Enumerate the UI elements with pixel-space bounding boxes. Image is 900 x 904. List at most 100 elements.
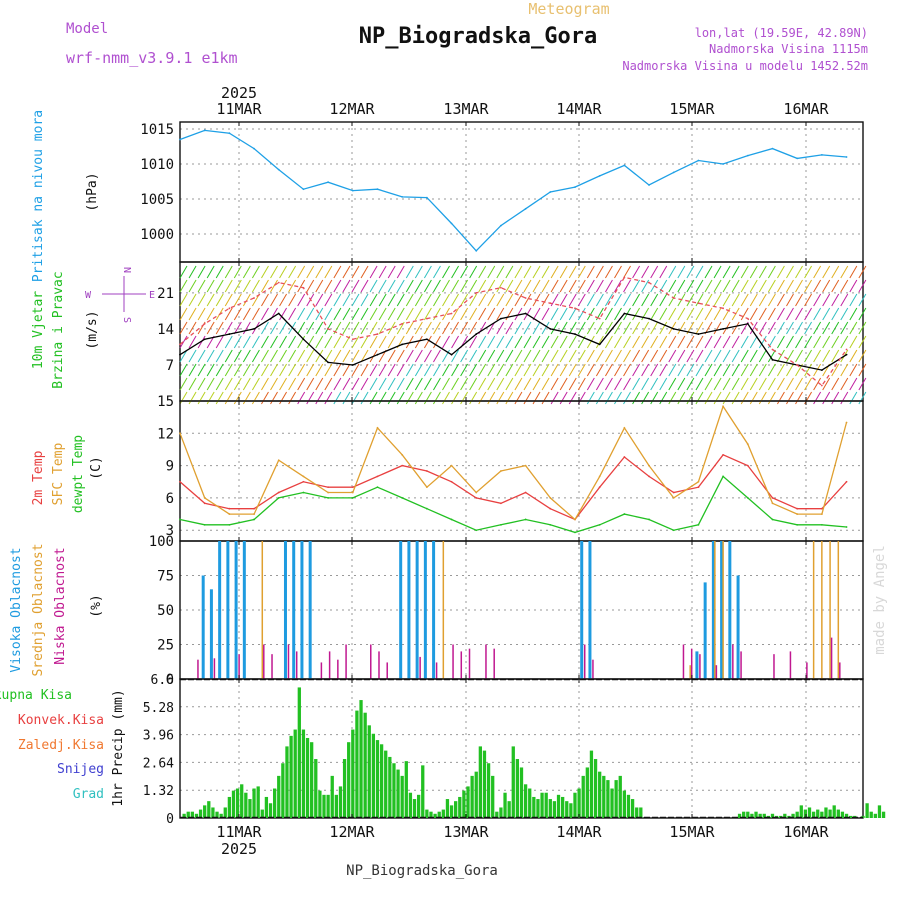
data-point xyxy=(425,317,428,320)
precip-bar xyxy=(614,780,618,818)
wind-barb xyxy=(650,363,659,377)
wind-barb xyxy=(297,307,306,321)
cloud-bar xyxy=(328,651,331,679)
data-point xyxy=(401,196,404,198)
wind-barb xyxy=(623,377,631,391)
cloud-bar xyxy=(292,541,296,679)
wind-barb xyxy=(767,349,776,363)
wind-barb xyxy=(451,293,459,307)
cloud-bar xyxy=(830,637,833,679)
data-point xyxy=(697,523,700,526)
precip-bar xyxy=(421,765,425,818)
wind-barb xyxy=(469,265,478,279)
precip-bar xyxy=(474,771,478,818)
wind-barb xyxy=(496,279,505,293)
wind-barb xyxy=(595,377,604,391)
wind-barb xyxy=(433,279,441,293)
wind-barb xyxy=(541,321,550,335)
data-point xyxy=(302,286,305,289)
wind-barb xyxy=(270,363,278,377)
wind-barb xyxy=(677,363,686,377)
cloud-bar xyxy=(485,644,487,679)
wind-barb xyxy=(595,363,604,377)
wind-barb xyxy=(378,321,387,335)
wind-barb xyxy=(505,265,514,279)
data-point xyxy=(327,361,330,364)
cloud-bar xyxy=(283,541,287,679)
wind-barb xyxy=(550,279,559,293)
cloud-bar xyxy=(829,541,831,679)
cloud-unit: (%) xyxy=(89,594,104,617)
wind-barb xyxy=(532,307,541,321)
panel-clouds: 100 75 50 25 0 xyxy=(149,534,864,688)
wind-barb xyxy=(487,265,496,279)
wind-barb xyxy=(595,391,604,405)
wind-barb xyxy=(758,307,767,321)
wind-barb xyxy=(351,321,360,335)
wind-barb xyxy=(433,293,441,307)
wind-barb xyxy=(849,349,858,363)
wind-barb xyxy=(722,265,731,279)
wind-barb xyxy=(433,391,441,405)
wind-barb xyxy=(786,307,794,321)
data-point xyxy=(722,328,725,330)
wind-barb xyxy=(831,335,840,349)
day-label-bottom: 16MAR xyxy=(783,823,829,841)
wind-barb xyxy=(704,349,713,363)
wind-barb xyxy=(451,391,459,405)
data-point xyxy=(623,456,626,458)
wind-barb xyxy=(822,377,831,391)
wind-barb xyxy=(595,265,604,279)
wind-barb xyxy=(804,377,813,391)
wind-barb xyxy=(559,265,568,279)
wind-barb xyxy=(605,363,613,377)
wind-barb xyxy=(605,293,613,307)
y-tick-label: 6 xyxy=(166,491,174,507)
wind-barb xyxy=(767,279,776,293)
cloud-bar xyxy=(689,665,691,679)
wind-barb xyxy=(849,307,858,321)
wind-barb xyxy=(795,279,803,293)
precip-bar xyxy=(338,786,343,818)
data-point xyxy=(722,405,725,408)
wind-barb xyxy=(749,335,758,349)
wind-barb xyxy=(242,391,251,405)
data-point xyxy=(524,464,527,467)
wind-barb xyxy=(315,293,324,307)
precip-bar xyxy=(791,813,795,818)
data-point xyxy=(500,224,502,227)
chart-content: 101510101005100021147151296310075502506.… xyxy=(140,121,886,827)
wind-barb xyxy=(632,265,641,279)
wind-barb xyxy=(469,307,478,321)
wind-barb xyxy=(206,265,215,279)
wind-barb xyxy=(496,349,505,363)
wind-barb xyxy=(813,321,822,335)
wind-barb xyxy=(369,279,378,293)
wind-barb xyxy=(586,279,595,293)
panel-frame xyxy=(179,121,864,263)
day-label-bottom: 12MAR xyxy=(329,823,375,841)
wind-barb xyxy=(668,279,677,293)
data-point xyxy=(746,317,749,320)
panel-temperature: 15 12 9 6 3 xyxy=(157,394,864,542)
cloud-bar xyxy=(242,541,246,679)
wind-barb xyxy=(586,293,595,307)
wind-barb xyxy=(523,391,532,405)
wind-barb xyxy=(342,307,351,321)
wind-barb xyxy=(505,307,514,321)
data-point xyxy=(376,333,379,335)
wind-barb xyxy=(713,349,722,363)
wind-barb xyxy=(550,335,559,349)
day-label-bottom: 13MAR xyxy=(443,823,489,841)
wind-barb xyxy=(695,349,704,363)
wind-barb xyxy=(405,279,414,293)
cloud-bar xyxy=(300,541,304,679)
wind-barb xyxy=(442,279,450,293)
data-point xyxy=(228,523,231,526)
wind-barb xyxy=(568,307,577,321)
data-point xyxy=(376,475,379,478)
data-point xyxy=(302,338,305,341)
wind-barb xyxy=(541,265,550,279)
data-point xyxy=(475,249,478,252)
